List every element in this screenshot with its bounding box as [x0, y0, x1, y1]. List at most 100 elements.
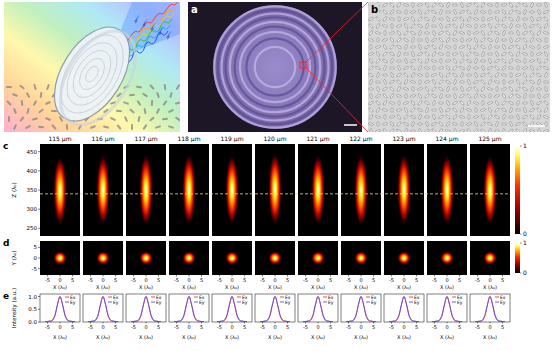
- nanofin: [439, 128, 443, 132]
- nanofin-icon: [116, 110, 122, 113]
- nanofin: [537, 58, 541, 64]
- plot-area: [174, 297, 204, 322]
- nanofin: [544, 23, 548, 29]
- nanofin: [515, 122, 521, 126]
- heatmap-panel: [126, 144, 166, 236]
- nanofin: [460, 2, 463, 8]
- nanofin: [543, 100, 548, 105]
- heatmap-panel: [298, 144, 338, 236]
- axis-title: X (λ₀): [311, 334, 325, 340]
- nanofin: [508, 32, 513, 34]
- nanofin: [370, 44, 372, 49]
- heatmap-ground: [83, 144, 123, 236]
- nanofin: [489, 93, 491, 98]
- tick-label: 5: [415, 324, 418, 330]
- nanofin: [544, 51, 548, 57]
- nanofin: [389, 17, 395, 20]
- nanofin: [410, 80, 416, 83]
- nanofin: [529, 72, 534, 77]
- nanofin: [410, 23, 415, 28]
- illustration: [4, 2, 180, 132]
- heatmap-ground: [126, 241, 166, 275]
- focal-spot: [398, 252, 411, 265]
- nanofin: [508, 80, 514, 83]
- nanofin: [404, 44, 407, 50]
- nanofin: [446, 16, 449, 22]
- tick-label: -5: [88, 277, 93, 283]
- nanofin: [544, 72, 547, 78]
- nanofin: [487, 66, 493, 70]
- tick-label: 5: [501, 277, 504, 283]
- nanofin: [466, 87, 472, 91]
- legend-swatch: [237, 297, 241, 298]
- nanofin-icon: [6, 86, 12, 88]
- nanofin: [544, 107, 548, 113]
- nanofin: [473, 2, 478, 7]
- tick-label: -5: [432, 324, 437, 330]
- heatmap-panel: [169, 144, 209, 236]
- nanofin: [487, 87, 493, 90]
- nanofin: [459, 58, 464, 63]
- nanofin-icon: [149, 116, 155, 121]
- legend-label: Ey: [113, 300, 119, 305]
- nanofin: [452, 88, 457, 90]
- panel-letter: a: [191, 4, 198, 15]
- nanofin: [403, 101, 409, 104]
- nanofin: [418, 9, 422, 15]
- reference-line: [40, 193, 510, 194]
- tick-label: -5: [260, 277, 265, 283]
- nanofin: [445, 114, 450, 119]
- heatmap-ground: [341, 144, 381, 236]
- tick-label: -5: [131, 277, 136, 283]
- nanofin: [530, 100, 533, 106]
- heatmap-panel: [255, 144, 295, 236]
- nanofin: [368, 73, 374, 77]
- nanofin-icon: [13, 108, 17, 114]
- nanofin-icon: [13, 124, 17, 130]
- lens-disk: [213, 5, 337, 129]
- nanofin: [503, 79, 505, 84]
- nanofin: [522, 37, 527, 42]
- nanofin: [396, 24, 402, 27]
- nanofin: [536, 107, 541, 112]
- nanofin: [376, 23, 380, 29]
- nanofin-icon: [110, 117, 116, 122]
- nanofin-icon: [124, 116, 128, 122]
- tick-label: 0: [144, 277, 147, 283]
- nanofin: [389, 44, 394, 49]
- nanofin: [453, 114, 457, 120]
- letter-patch: [369, 3, 379, 15]
- legend-swatch: [108, 302, 112, 303]
- nanofin: [389, 86, 394, 91]
- arrow-icon: [134, 14, 140, 24]
- tick-label: 5: [329, 277, 332, 283]
- nanofin: [410, 94, 416, 97]
- colorbar: [515, 243, 520, 273]
- focal-spot: [183, 252, 196, 265]
- nanofin-icon: [45, 101, 51, 105]
- tick-label: -5: [475, 277, 480, 283]
- heatmap-ground: [40, 144, 80, 236]
- nanofin: [473, 128, 478, 132]
- nanofin: [487, 30, 492, 35]
- focal-spot: [97, 252, 110, 265]
- fresnel-ring: [225, 17, 324, 116]
- tick: [38, 247, 40, 248]
- nanofin: [495, 16, 499, 22]
- intensity-line: [475, 297, 505, 322]
- nanofin: [501, 3, 507, 6]
- nanofin: [412, 86, 414, 91]
- nanofin: [468, 30, 470, 35]
- figure: abc115 μm116 μm117 μm118 μm119 μm120 μm1…: [0, 0, 554, 351]
- heatmap-panel: [470, 144, 510, 236]
- intensity-line: [346, 297, 376, 322]
- nanofin: [412, 2, 414, 7]
- nanofin: [431, 38, 437, 42]
- tick-label: 1.0: [28, 294, 37, 300]
- nanofin: [453, 9, 456, 15]
- tick-label: -5: [32, 266, 38, 272]
- tick-label: 5: [200, 277, 203, 283]
- tick-label: 5: [415, 277, 418, 283]
- tick-label: 5: [501, 324, 504, 330]
- nanofin: [403, 30, 408, 35]
